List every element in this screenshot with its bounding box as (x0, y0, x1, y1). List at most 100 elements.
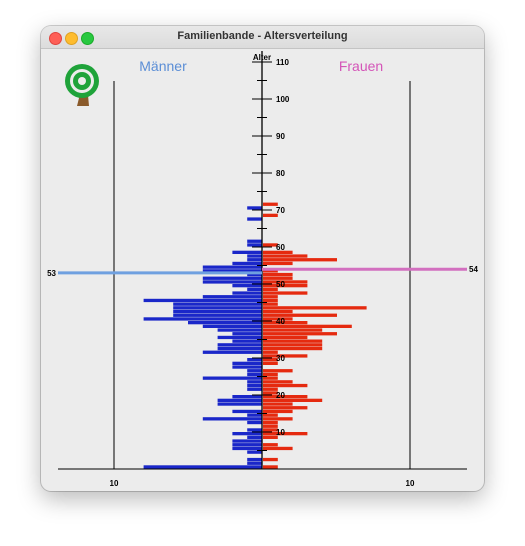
male-bar (143, 465, 262, 469)
female-bar (263, 398, 323, 402)
male-bar (247, 254, 262, 258)
male-bar (173, 302, 262, 306)
female-bar (263, 358, 278, 362)
male-bar (247, 387, 262, 391)
male-bar (232, 250, 262, 254)
male-bar (247, 461, 262, 465)
app-window: Familienbande - Altersverteilung Männer … (41, 26, 484, 491)
male-bar (247, 450, 262, 454)
male-bar (247, 420, 262, 425)
male-bar (217, 343, 262, 347)
age-tick-label: 60 (276, 243, 285, 252)
female-x-tick-label: 10 (406, 479, 415, 488)
female-bar (263, 284, 308, 288)
female-bar (263, 446, 293, 451)
male-bar (232, 332, 262, 336)
male-bar (247, 239, 262, 243)
female-bar (263, 387, 278, 391)
minimize-window-button[interactable] (65, 32, 78, 45)
male-bar (232, 446, 262, 451)
age-tick-label: 100 (276, 95, 290, 104)
female-bar (263, 383, 308, 388)
female-bar (263, 309, 293, 314)
male-bar (247, 206, 262, 210)
male-bar (202, 265, 262, 269)
female-bar (263, 420, 278, 425)
male-bar (247, 380, 262, 384)
female-bar (263, 335, 308, 340)
male-bar (217, 402, 262, 406)
female-bar (263, 369, 293, 373)
female-bar (263, 380, 293, 384)
male-bar (173, 306, 262, 310)
close-window-button[interactable] (49, 32, 62, 45)
male-bar (247, 258, 262, 262)
female-bar (263, 258, 337, 262)
female-bar (263, 254, 308, 258)
female-bar (263, 465, 278, 469)
male-bar (247, 383, 262, 388)
chart-area: Männer Frauen Alter 10203040506070809010… (41, 49, 484, 491)
male-bar (217, 398, 262, 402)
age-tick-label: 80 (276, 169, 285, 178)
female-bar (263, 376, 278, 380)
age-tick-label: 40 (276, 317, 285, 326)
male-bar (247, 272, 262, 277)
female-bar (263, 424, 278, 428)
male-bar (217, 346, 262, 351)
female-bar (263, 243, 278, 247)
male-bar (202, 295, 262, 299)
male-bar (247, 413, 262, 417)
male-bar (217, 328, 262, 332)
age-tick-label: 30 (276, 354, 285, 363)
male-bar (202, 417, 262, 421)
female-bar (263, 350, 278, 354)
male-bar (232, 443, 262, 447)
male-bar (232, 284, 262, 288)
female-bar (263, 321, 308, 325)
female-header: Frauen (339, 58, 383, 74)
age-tick-label: 10 (276, 428, 285, 437)
female-bar (263, 202, 278, 206)
male-bar (173, 313, 262, 317)
male-bar (247, 287, 262, 291)
female-bar (263, 413, 278, 417)
male-bar (232, 365, 262, 369)
window-title: Familienbande - Altersverteilung (177, 30, 348, 42)
female-bar (263, 213, 278, 217)
male-bar (202, 269, 262, 273)
male-bar (247, 369, 262, 373)
female-bar (263, 406, 308, 410)
male-bar (143, 298, 262, 303)
male-bar (173, 309, 262, 314)
female-bar (263, 250, 293, 254)
male-header: Männer (139, 58, 187, 74)
male-bar (232, 361, 262, 365)
female-bar (263, 435, 278, 439)
female-bar (263, 313, 337, 317)
male-bar (247, 428, 262, 432)
male-bar (202, 280, 262, 284)
zoom-window-button[interactable] (81, 32, 94, 45)
female-bar (263, 291, 308, 295)
male-bar (232, 339, 262, 343)
male-bar (202, 324, 262, 328)
female-bar (263, 317, 293, 321)
female-bar (263, 298, 278, 303)
female-bar (263, 272, 293, 277)
male-bar (202, 376, 262, 380)
male-bar (232, 439, 262, 443)
female-bar (263, 372, 278, 377)
male-bar (247, 358, 262, 362)
female-bar (263, 343, 323, 347)
female-bar (263, 409, 293, 414)
female-bar (263, 302, 278, 306)
female-bar (263, 395, 308, 399)
title-bar: Familienbande - Altersverteilung (41, 26, 484, 49)
female-bar (263, 402, 293, 406)
male-x-tick-label: 10 (110, 479, 119, 488)
female-bar (263, 339, 323, 343)
female-bar (263, 417, 293, 421)
male-bar (232, 432, 262, 436)
male-bar (232, 395, 262, 399)
